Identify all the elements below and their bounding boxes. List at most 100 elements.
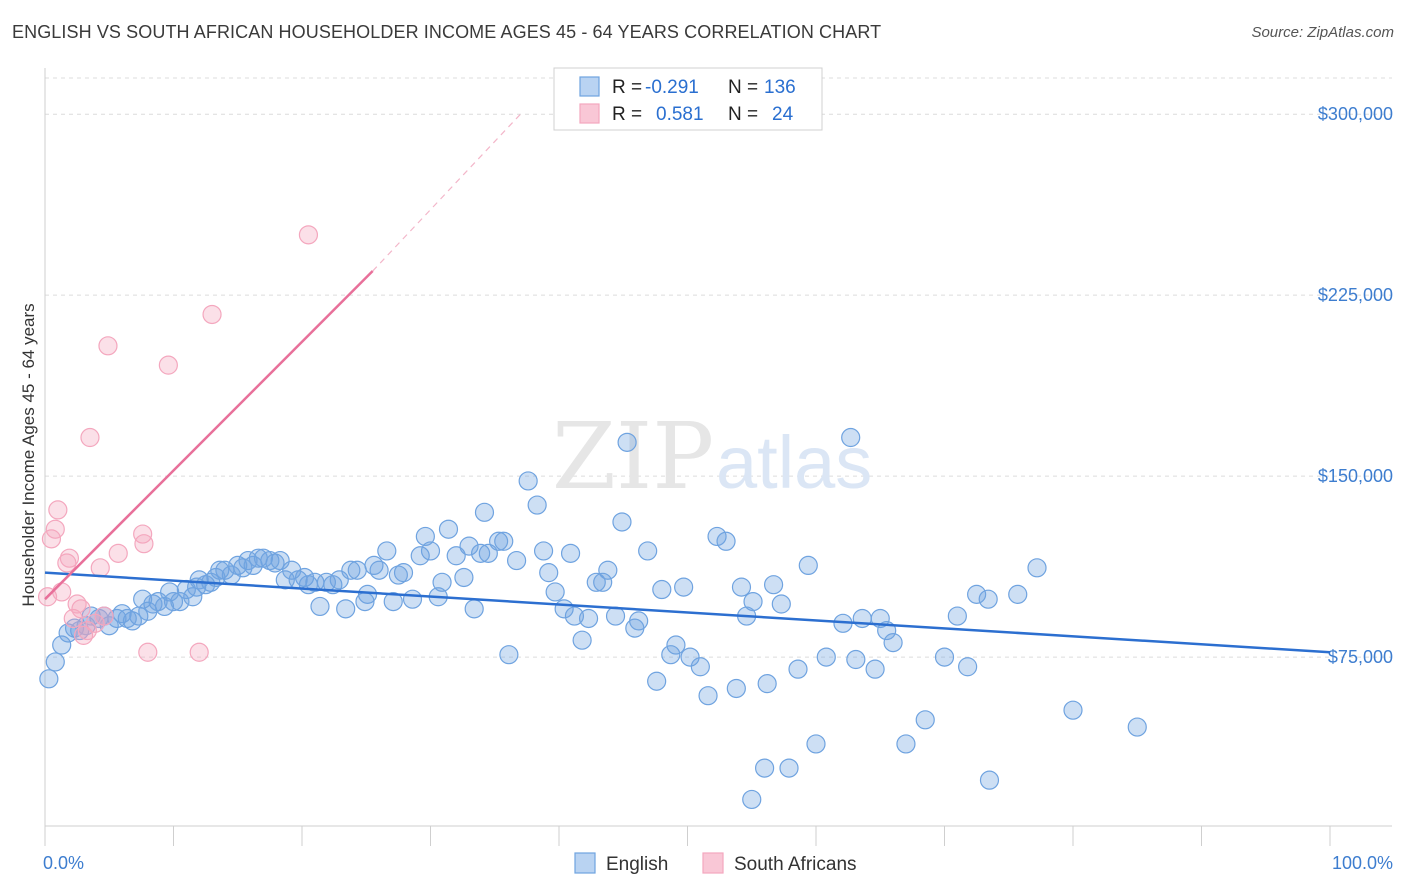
- english-point: [731, 577, 752, 597]
- watermark-atlas: atlas: [716, 421, 872, 504]
- legend-n-label-english: N =: [728, 77, 758, 98]
- south-african-point: [108, 543, 128, 563]
- south-african-point: [41, 529, 62, 549]
- english-point: [99, 616, 119, 636]
- english-point: [617, 432, 637, 452]
- legend-r-value-south-african: 0.581: [656, 104, 704, 125]
- english-point: [958, 657, 978, 677]
- english-point: [438, 519, 459, 539]
- legend-n-label-south-african: N =: [728, 104, 758, 125]
- english-point: [506, 550, 527, 571]
- bottom-legend-south-african: South Africans: [734, 854, 857, 875]
- english-point: [798, 555, 818, 576]
- english-point: [432, 572, 452, 592]
- english-point: [196, 575, 216, 595]
- english-point: [471, 543, 491, 563]
- legend-r-value-english: -0.291: [645, 77, 699, 98]
- x-tick-label: 0.0%: [43, 853, 84, 873]
- y-tick-label: $225,000: [1318, 285, 1393, 305]
- english-point: [545, 582, 565, 602]
- english-point: [45, 652, 65, 672]
- english-point: [494, 531, 514, 551]
- english-point: [260, 550, 280, 571]
- english-point: [754, 758, 775, 778]
- english-point: [967, 584, 987, 604]
- english-point: [347, 560, 367, 580]
- english-point: [763, 575, 784, 595]
- english-point: [489, 531, 509, 551]
- english-point: [420, 541, 441, 561]
- english-point: [210, 560, 230, 580]
- south-african-point: [138, 642, 158, 662]
- english-point: [979, 770, 1000, 790]
- south-african-point: [63, 608, 83, 629]
- english-point: [896, 734, 916, 754]
- english-point: [605, 606, 626, 626]
- y-tick-label: $150,000: [1318, 466, 1393, 486]
- bottom-legend-english: English: [606, 854, 668, 875]
- south-african-point: [94, 606, 114, 626]
- english-point: [883, 633, 903, 653]
- english-trend-line: [44, 571, 1331, 654]
- english-point: [771, 594, 791, 614]
- english-point: [806, 734, 826, 754]
- english-point: [388, 565, 408, 585]
- english-point: [598, 560, 618, 580]
- english-point: [716, 531, 736, 551]
- english-point: [612, 512, 632, 532]
- english-point: [915, 710, 935, 730]
- english-point: [680, 647, 700, 667]
- english-point: [1063, 700, 1083, 720]
- english-point: [474, 502, 495, 522]
- english-point: [841, 427, 861, 448]
- english-point: [163, 591, 184, 612]
- english-point: [742, 789, 762, 810]
- english-point: [369, 560, 389, 580]
- english-point: [133, 589, 153, 609]
- english-point: [170, 591, 190, 612]
- english-point: [117, 608, 137, 629]
- bottom-legend: English South Africans: [574, 852, 857, 875]
- english-point: [154, 596, 175, 617]
- south-african-point: [77, 620, 98, 641]
- bottom-legend-swatch-south-african: [702, 852, 724, 874]
- english-point: [415, 526, 435, 547]
- english-point: [402, 589, 423, 609]
- legend-n-value-english: 136: [764, 77, 796, 98]
- english-point: [578, 608, 599, 629]
- english-point: [499, 645, 519, 665]
- south-african-trend-extension: [372, 113, 521, 272]
- english-point: [647, 671, 667, 691]
- south-african-point: [98, 336, 118, 356]
- english-point: [377, 541, 397, 561]
- south-african-point: [71, 599, 91, 619]
- legend-swatch-english: [579, 76, 600, 97]
- english-point: [1127, 717, 1147, 737]
- english-point: [183, 587, 203, 607]
- south-african-point: [80, 427, 100, 448]
- english-point: [52, 635, 72, 655]
- english-point: [947, 606, 967, 626]
- south-african-point: [134, 534, 154, 554]
- english-point: [310, 596, 330, 617]
- south-african-point: [59, 548, 80, 568]
- english-point: [743, 591, 763, 612]
- watermark-zip: ZIP: [552, 403, 714, 510]
- legend-r-label-south-african: R =: [612, 104, 642, 125]
- english-point: [629, 611, 649, 631]
- chart-title: ENGLISH VS SOUTH AFRICAN HOUSEHOLDER INC…: [12, 22, 882, 42]
- english-point: [265, 553, 285, 573]
- south-african-point: [52, 582, 72, 602]
- english-point: [978, 589, 998, 609]
- axes: [44, 68, 1392, 846]
- english-point: [383, 591, 403, 612]
- y-axis-label: Householder Income Ages 45 - 64 years: [19, 303, 38, 606]
- x-tick-labels: 0.0% 100.0%: [43, 853, 1393, 873]
- south-african-point: [298, 225, 319, 245]
- english-point: [410, 546, 430, 566]
- legend-swatch-south-african: [579, 103, 600, 124]
- x-tick-label: 100.0%: [1332, 853, 1393, 873]
- english-point: [661, 645, 681, 665]
- english-point: [357, 584, 378, 604]
